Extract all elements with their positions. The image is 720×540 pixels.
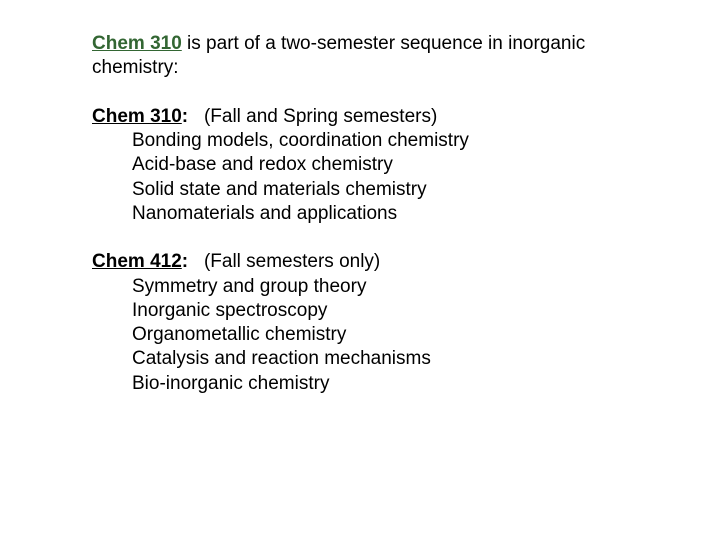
topic-item: Inorganic spectroscopy: [132, 299, 642, 323]
intro-course-title: Chem 310: [92, 33, 182, 54]
course-block-412: Chem 412: (Fall semesters only) Symmetry…: [92, 250, 642, 396]
topic-item: Catalysis and reaction mechanisms: [132, 347, 642, 371]
topic-item: Bonding models, coordination chemistry: [132, 129, 642, 153]
course-name: Chem 412: [92, 251, 182, 272]
course-heading: Chem 412: (Fall semesters only): [92, 250, 642, 274]
slide-content: Chem 310 is part of a two-semester seque…: [92, 32, 642, 420]
course-when: (Fall semesters only): [188, 251, 380, 272]
topics-list: Symmetry and group theory Inorganic spec…: [92, 275, 642, 397]
topic-item: Bio-inorganic chemistry: [132, 372, 642, 396]
course-name: Chem 310: [92, 106, 182, 127]
topic-item: Solid state and materials chemistry: [132, 178, 642, 202]
topic-item: Organometallic chemistry: [132, 323, 642, 347]
course-when: (Fall and Spring semesters): [188, 106, 437, 127]
course-heading: Chem 310: (Fall and Spring semesters): [92, 105, 642, 129]
course-block-310: Chem 310: (Fall and Spring semesters) Bo…: [92, 105, 642, 227]
topic-item: Nanomaterials and applications: [132, 202, 642, 226]
topics-list: Bonding models, coordination chemistry A…: [92, 129, 642, 226]
topic-item: Acid-base and redox chemistry: [132, 153, 642, 177]
topic-item: Symmetry and group theory: [132, 275, 642, 299]
intro-paragraph: Chem 310 is part of a two-semester seque…: [92, 32, 642, 81]
